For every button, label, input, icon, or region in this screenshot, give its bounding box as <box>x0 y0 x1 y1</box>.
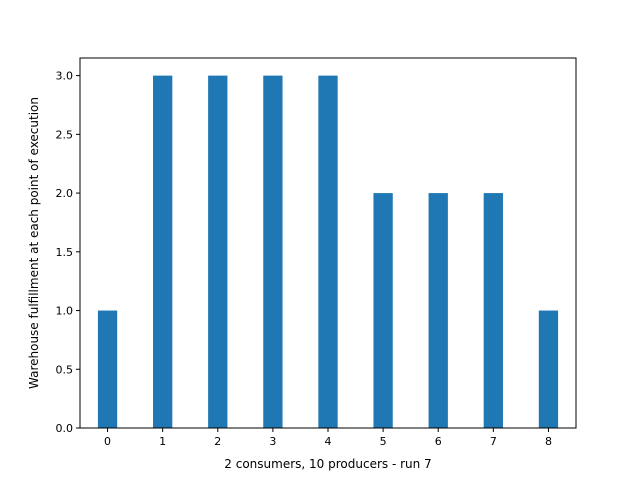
bar-6 <box>428 193 448 428</box>
bar-7 <box>483 193 503 428</box>
x-axis: 0 1 2 3 4 5 6 7 8 <box>104 428 552 448</box>
y-tick-label: 3.0 <box>56 70 74 83</box>
y-tick-label: 1.0 <box>56 305 74 318</box>
bar-5 <box>373 193 393 428</box>
y-tick-label: 0.0 <box>56 422 74 435</box>
bar-8 <box>538 310 559 428</box>
bar-2 <box>208 75 228 428</box>
x-axis-label: 2 consumers, 10 producers - run 7 <box>224 457 431 471</box>
x-tick-label: 6 <box>435 435 442 448</box>
y-tick-label: 2.5 <box>56 128 74 141</box>
y-tick-label: 2.0 <box>56 187 74 200</box>
x-tick-label: 4 <box>325 435 332 448</box>
x-tick-label: 7 <box>490 435 497 448</box>
y-tick-label: 0.5 <box>56 363 74 376</box>
bar-3 <box>263 75 283 428</box>
x-tick-label: 8 <box>545 435 552 448</box>
y-axis-label: Warehouse fulfillment at each point of e… <box>27 97 41 389</box>
x-tick-label: 2 <box>214 435 221 448</box>
bar-4 <box>318 75 338 428</box>
y-tick-label: 1.5 <box>56 246 74 259</box>
x-tick-label: 3 <box>269 435 276 448</box>
bar-0 <box>97 310 118 428</box>
bars-layer <box>97 75 559 428</box>
y-axis: 0.0 0.5 1.0 1.5 2.0 2.5 3.0 <box>56 70 80 435</box>
x-tick-label: 5 <box>380 435 387 448</box>
x-tick-label: 1 <box>159 435 166 448</box>
bar-1 <box>153 75 173 428</box>
x-tick-label: 0 <box>104 435 111 448</box>
